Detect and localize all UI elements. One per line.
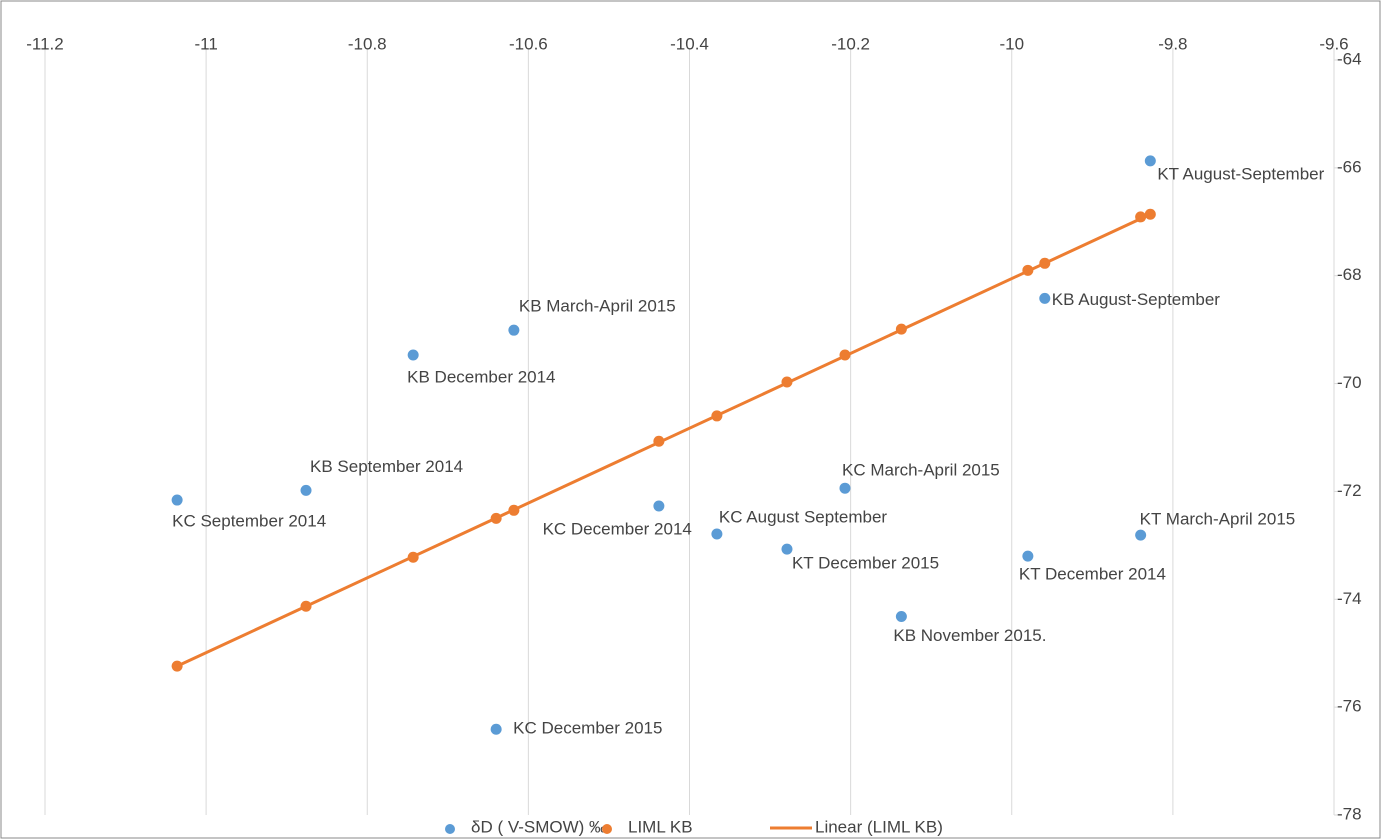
x-tick-label: -9.6 — [1319, 34, 1348, 53]
y-tick-label: -72 — [1337, 481, 1362, 500]
point — [407, 349, 419, 361]
point — [1039, 292, 1051, 304]
point — [490, 723, 502, 735]
legend-label: δD ( V-SMOW) ‰ — [471, 817, 606, 836]
point — [1022, 550, 1034, 562]
y-tick-label: -78 — [1337, 804, 1362, 823]
data-label: KC December 2015 — [513, 719, 662, 738]
data-label: KC August September — [719, 508, 888, 527]
point — [839, 482, 851, 494]
point — [1135, 529, 1147, 541]
data-label: KT August-September — [1157, 164, 1324, 183]
point — [300, 484, 312, 496]
legend-label: Linear (LIML KB) — [815, 817, 943, 836]
legend-marker — [602, 824, 612, 834]
point — [508, 324, 520, 336]
data-label: KT December 2015 — [792, 554, 939, 573]
data-label: KC December 2014 — [543, 519, 692, 538]
data-label: KC March-April 2015 — [842, 461, 1000, 480]
legend-label: LIML KB — [628, 817, 693, 836]
x-tick-label: -11.2 — [26, 34, 64, 53]
data-label: KB September 2014 — [310, 457, 463, 476]
legend-marker — [445, 824, 455, 834]
y-tick-label: -74 — [1337, 589, 1362, 608]
y-tick-label: -76 — [1337, 697, 1362, 716]
data-label: KB March-April 2015 — [519, 297, 676, 316]
point — [653, 500, 665, 512]
point — [171, 494, 183, 506]
trend-line — [176, 212, 1151, 668]
point — [781, 543, 793, 555]
y-tick-label: -66 — [1337, 157, 1362, 176]
x-tick-label: -10.6 — [509, 34, 548, 53]
data-label: KB November 2015. — [893, 626, 1046, 645]
point — [711, 528, 723, 540]
x-tick-label: -11 — [194, 34, 217, 53]
x-tick-label: -10 — [999, 34, 1024, 53]
x-tick-label: -10.4 — [670, 34, 709, 53]
data-label: KT December 2014 — [1019, 565, 1166, 584]
x-tick-label: -10.2 — [831, 34, 870, 53]
point — [1144, 155, 1156, 167]
point — [895, 611, 907, 623]
data-label: KC September 2014 — [172, 512, 326, 531]
x-tick-label: -10.8 — [348, 34, 387, 53]
y-tick-label: -70 — [1337, 373, 1362, 392]
data-label: KT March-April 2015 — [1140, 510, 1296, 529]
data-label: KB December 2014 — [407, 367, 555, 386]
x-tick-label: -9.8 — [1158, 34, 1187, 53]
data-label: KB August-September — [1052, 290, 1221, 309]
y-tick-label: -68 — [1337, 265, 1362, 284]
y-tick-label: -64 — [1337, 49, 1362, 68]
